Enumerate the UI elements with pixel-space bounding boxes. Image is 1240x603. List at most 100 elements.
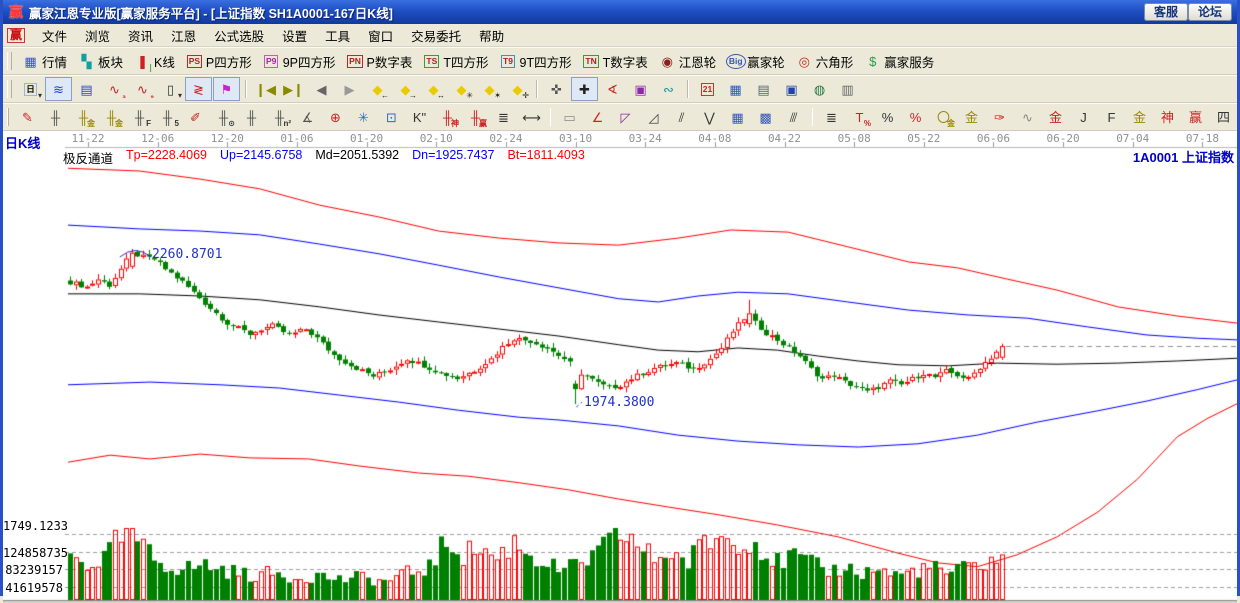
pen-tool[interactable]: ✎ [14, 105, 41, 129]
menu-item-6[interactable]: 设置 [282, 29, 308, 44]
kline-chart-canvas[interactable] [3, 131, 1237, 603]
percent-red-tool[interactable]: % [902, 105, 929, 129]
star-flower-tool[interactable]: ✳ [350, 105, 377, 129]
fractal-tool-button[interactable]: ∾ [655, 77, 682, 101]
menu-item-2[interactable]: 浏览 [85, 29, 111, 44]
t-square-button[interactable]: TS T四方形 [418, 49, 493, 73]
f-line-tool[interactable]: F [1098, 105, 1125, 129]
gann-star-button[interactable]: ◆ ✶ [476, 77, 503, 101]
shen-grid-tool[interactable]: ╫ 神 [434, 105, 461, 129]
ink-brush-tool[interactable]: ✑ [986, 105, 1013, 129]
ray-lines-tool[interactable]: ⫽ [668, 105, 695, 129]
f-grid-tool[interactable]: ╫ F [126, 105, 153, 129]
p-number-button[interactable]: PN P数字表 [342, 49, 418, 73]
gold-grid-tool-1[interactable]: ╫ 金 [70, 105, 97, 129]
p9-square-button[interactable]: P9 9P四方形 [258, 49, 341, 73]
ink-brush-tool-icon: ✑ [994, 109, 1005, 125]
gold-coin-tool[interactable]: 〇金 [930, 105, 957, 129]
n2-grid-tool[interactable]: ╫ n² [266, 105, 293, 129]
zigzag-button[interactable]: ≷ [185, 77, 212, 101]
menu-item-8[interactable]: 窗口 [368, 29, 394, 44]
price-scale-tool[interactable]: ≣ [818, 105, 845, 129]
angle-mirror-tool[interactable]: ∡ [294, 105, 321, 129]
kline-button[interactable]: ❚ ❘ K线 [129, 49, 180, 73]
crosshair-button[interactable]: ✚ [571, 77, 598, 101]
fan-box-dark-tool[interactable]: ◿ [640, 105, 667, 129]
pattern-overview-button[interactable]: ≋ [45, 77, 72, 101]
p-square-button[interactable]: PS P四方形 [181, 49, 257, 73]
first-page-button[interactable]: ❙◀ [252, 77, 279, 101]
forum-button[interactable]: 论坛 [1187, 3, 1232, 21]
menu-item-10[interactable]: 帮助 [479, 29, 505, 44]
time-grid-tool[interactable]: ╫ ⊙ [210, 105, 237, 129]
next-page-button[interactable]: ▶ [336, 77, 363, 101]
merge9-button[interactable]: ∿ ₉ [129, 77, 156, 101]
rect-select-tool[interactable]: ▭ [556, 105, 583, 129]
percent-t-tool[interactable]: T% [846, 105, 873, 129]
calculator-button[interactable]: ▦ [722, 77, 749, 101]
brush-tool[interactable]: ✐ [182, 105, 209, 129]
k-mark-tool[interactable]: K" [406, 105, 433, 129]
wave-tool[interactable]: ∿ [1014, 105, 1041, 129]
gann-cross-button[interactable]: ◆ ✛ [504, 77, 531, 101]
gold-line-tool[interactable]: 金 [958, 105, 985, 129]
angle-tool-button[interactable]: ∢ [599, 77, 626, 101]
gann-arrow-left-button[interactable]: ◆ ← [364, 77, 391, 101]
winner-wheel-button[interactable]: Big 赢家轮 [722, 49, 790, 73]
ruler-tool[interactable]: ≣ [490, 105, 517, 129]
blue-grid-tool-2[interactable]: ▩ [752, 105, 779, 129]
width-measure-tool[interactable]: ⟷ [518, 105, 545, 129]
pan-hand-button[interactable]: ✜ [543, 77, 570, 101]
winner-service-button[interactable]: $ 赢家服务 [859, 49, 939, 73]
quotes-button[interactable]: ▦ 行情 [17, 49, 72, 73]
slant-lines-tool[interactable]: ⫻ [780, 105, 807, 129]
merge3-button[interactable]: ∿ ₃ [101, 77, 128, 101]
gold-underline-tool[interactable]: 金 [1042, 105, 1069, 129]
blue-grid-tool-1[interactable]: ▦ [724, 105, 751, 129]
percent-tool[interactable]: % [874, 105, 901, 129]
grid-tool[interactable]: ╫ [42, 105, 69, 129]
menu-item-1[interactable]: 文件 [42, 29, 68, 44]
t9-square-button[interactable]: T9 9T四方形 [495, 49, 577, 73]
last-page-button[interactable]: ▶❙ [280, 77, 307, 101]
shen-line-tool[interactable]: 神 [1154, 105, 1181, 129]
t-number-button[interactable]: TN T数字表 [578, 49, 653, 73]
menu-item-5[interactable]: 公式选股 [214, 29, 265, 44]
menu-item-9[interactable]: 交易委托 [411, 29, 462, 44]
ying-line-tool[interactable]: 赢 [1182, 105, 1209, 129]
menu-item-4[interactable]: 江恩 [171, 29, 197, 44]
print-button[interactable]: ▥ [834, 77, 861, 101]
volume-flag-button[interactable]: ⚑ [213, 77, 240, 101]
hexagon-button[interactable]: ◎ 六角形 [791, 49, 859, 73]
ying-grid-tool[interactable]: ╫ 赢 [462, 105, 489, 129]
gann-arrow-right-button[interactable]: ◆ → [392, 77, 419, 101]
menu-item-3[interactable]: 资讯 [128, 29, 154, 44]
period-label: 日K线 [5, 136, 41, 151]
web-button[interactable]: ◍ [806, 77, 833, 101]
gann-burst-button[interactable]: ◆ ✳ [448, 77, 475, 101]
gold-slash-tool[interactable]: 金 [1126, 105, 1153, 129]
candle-style-dropdown[interactable]: ▯ ▾ [157, 77, 184, 101]
circle-grid-tool[interactable]: ⊡ [378, 105, 405, 129]
plain-grid-tool[interactable]: ╫ [238, 105, 265, 129]
save-button[interactable]: ▣ [778, 77, 805, 101]
five-grid-tool[interactable]: ╫ 5 [154, 105, 181, 129]
v-lines-tool[interactable]: ⋁ [696, 105, 723, 129]
period-day-dropdown[interactable]: 日 ▾ [17, 77, 44, 101]
si-line-tool[interactable]: 四 [1210, 105, 1237, 129]
fan-box-purple-tool[interactable]: ◸ [612, 105, 639, 129]
gann-box-button[interactable]: ▣ [627, 77, 654, 101]
info-panel-button[interactable]: ▤ [73, 77, 100, 101]
gann-arrow-span-button[interactable]: ◆ ↔ [420, 77, 447, 101]
gann-wheel-button[interactable]: ◉ 江恩轮 [654, 49, 722, 73]
fan-lines-red-tool[interactable]: ∠ [584, 105, 611, 129]
j-line-tool[interactable]: J [1070, 105, 1097, 129]
menu-item-7[interactable]: 工具 [325, 29, 351, 44]
gold-grid-tool-2[interactable]: ╫ 金 [98, 105, 125, 129]
notes-button[interactable]: ▤ [750, 77, 777, 101]
calendar-button[interactable]: 21 [694, 77, 721, 101]
support-button[interactable]: 客服 [1143, 3, 1188, 21]
target-circle-tool[interactable]: ⊕ [322, 105, 349, 129]
sectors-button[interactable]: ▚ 板块 [73, 49, 128, 73]
prev-page-button[interactable]: ◀ [308, 77, 335, 101]
